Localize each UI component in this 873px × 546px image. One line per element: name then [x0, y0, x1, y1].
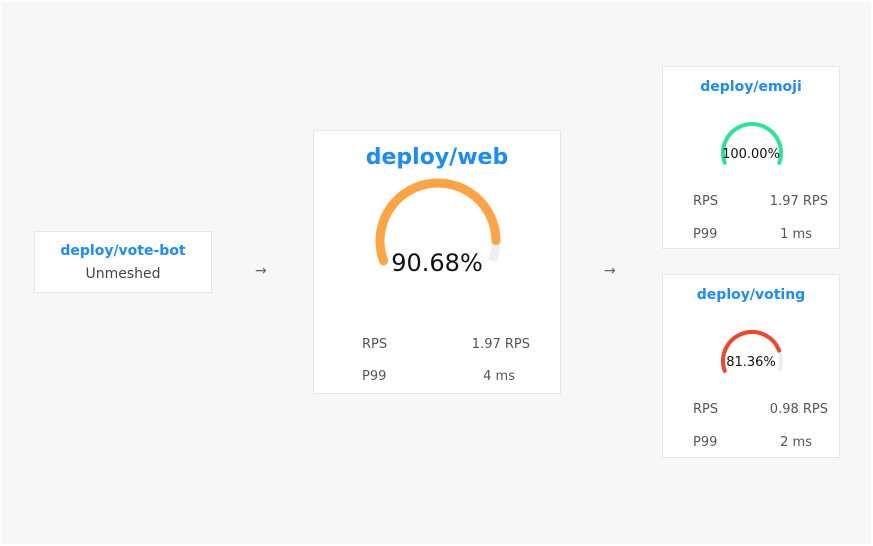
p99-label: P99: [693, 435, 718, 450]
p99-value: 4 ms: [483, 369, 515, 384]
success-rate: 100.00%: [722, 147, 780, 162]
target-card-emoji[interactable]: deploy/emoji 100.00% RPS 1.97 RPS P99 1 ms: [662, 66, 840, 249]
p99-value: 1 ms: [780, 227, 812, 242]
rps-label: RPS: [362, 337, 388, 352]
source-name[interactable]: deploy/vote-bot: [60, 243, 186, 259]
rps-value: 1.97 RPS: [471, 337, 530, 352]
rps-value: 1.97 RPS: [769, 194, 828, 209]
main-name[interactable]: deploy/web: [365, 145, 509, 170]
target-card-voting[interactable]: deploy/voting 81.36% RPS 0.98 RPS P99 2 ms: [662, 274, 840, 458]
rps-label: RPS: [693, 402, 719, 417]
p99-label: P99: [362, 369, 387, 384]
gauge-fill: [721, 122, 783, 165]
target-name[interactable]: deploy/voting: [696, 287, 806, 303]
main-card[interactable]: deploy/web 90.68% RPS 1.97 RPS P99 4 ms: [313, 130, 561, 394]
rps-value: 0.98 RPS: [769, 402, 828, 417]
gauge-fill: [375, 178, 501, 266]
gauge: [375, 178, 501, 266]
arrow-right-icon: →: [255, 263, 267, 279]
success-rate: 90.68%: [391, 249, 483, 277]
source-status: Unmeshed: [85, 266, 161, 282]
arrow-right-icon: →: [604, 263, 616, 279]
p99-label: P99: [693, 227, 718, 242]
rps-label: RPS: [693, 194, 719, 209]
success-rate: 81.36%: [726, 355, 776, 370]
p99-value: 2 ms: [780, 435, 812, 450]
gauge: [721, 122, 783, 165]
gauge: [721, 330, 783, 373]
gauge-fill: [721, 330, 782, 373]
target-name[interactable]: deploy/emoji: [700, 79, 802, 95]
source-card[interactable]: deploy/vote-bot Unmeshed: [34, 231, 212, 293]
